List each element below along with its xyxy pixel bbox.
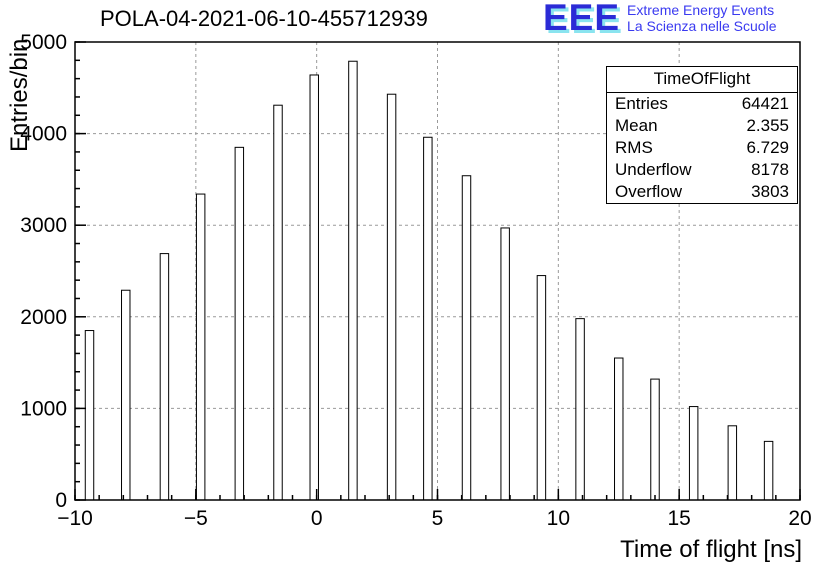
page-title: POLA-04-2021-06-10-455712939: [100, 6, 428, 31]
eee-logo-text: Extreme Energy Events La Scienza nelle S…: [627, 2, 776, 34]
stats-row: Mean 2.355: [607, 115, 797, 137]
eee-logo-icon: EEE: [543, 0, 621, 38]
svg-text:5000: 5000: [20, 31, 67, 54]
stats-value: 3803: [751, 182, 789, 201]
stats-label: Underflow: [615, 160, 692, 179]
stats-label: Mean: [615, 116, 658, 135]
svg-text:5: 5: [432, 507, 444, 530]
stats-label: RMS: [615, 138, 653, 157]
svg-text:1000: 1000: [20, 397, 67, 420]
svg-text:10: 10: [547, 507, 570, 530]
svg-text:−5: −5: [184, 507, 208, 530]
stats-row: Entries 64421: [607, 93, 797, 115]
svg-text:0: 0: [311, 507, 323, 530]
eee-logo-line1: Extreme Energy Events: [627, 2, 775, 18]
stats-label: Entries: [615, 94, 668, 113]
svg-text:20: 20: [788, 507, 811, 530]
stats-value: 2.355: [746, 116, 789, 135]
stats-box-title: TimeOfFlight: [607, 67, 797, 93]
svg-text:3000: 3000: [20, 214, 67, 237]
stats-box: TimeOfFlight Entries 64421 Mean 2.355 RM…: [606, 66, 798, 204]
svg-text:15: 15: [667, 507, 690, 530]
eee-logo-line2: La Scienza nelle Scuole: [627, 18, 777, 34]
stats-label: Overflow: [615, 182, 683, 201]
stats-row: Overflow 3803: [607, 181, 797, 203]
svg-text:4000: 4000: [20, 123, 67, 146]
svg-text:2000: 2000: [20, 306, 67, 329]
eee-logo: EEE Extreme Energy Events La Scienza nel…: [543, 0, 776, 36]
stats-value: 8178: [751, 160, 789, 179]
svg-text:0: 0: [55, 489, 67, 512]
y-axis-label: Entries/bin: [6, 38, 33, 152]
stats-row: Underflow 8178: [607, 159, 797, 181]
stats-value: 64421: [741, 94, 789, 113]
svg-text:−10: −10: [57, 507, 93, 530]
stats-value: 6.729: [746, 138, 789, 157]
x-axis-label: Time of flight [ns]: [620, 536, 802, 563]
stats-row: RMS 6.729: [607, 137, 797, 159]
